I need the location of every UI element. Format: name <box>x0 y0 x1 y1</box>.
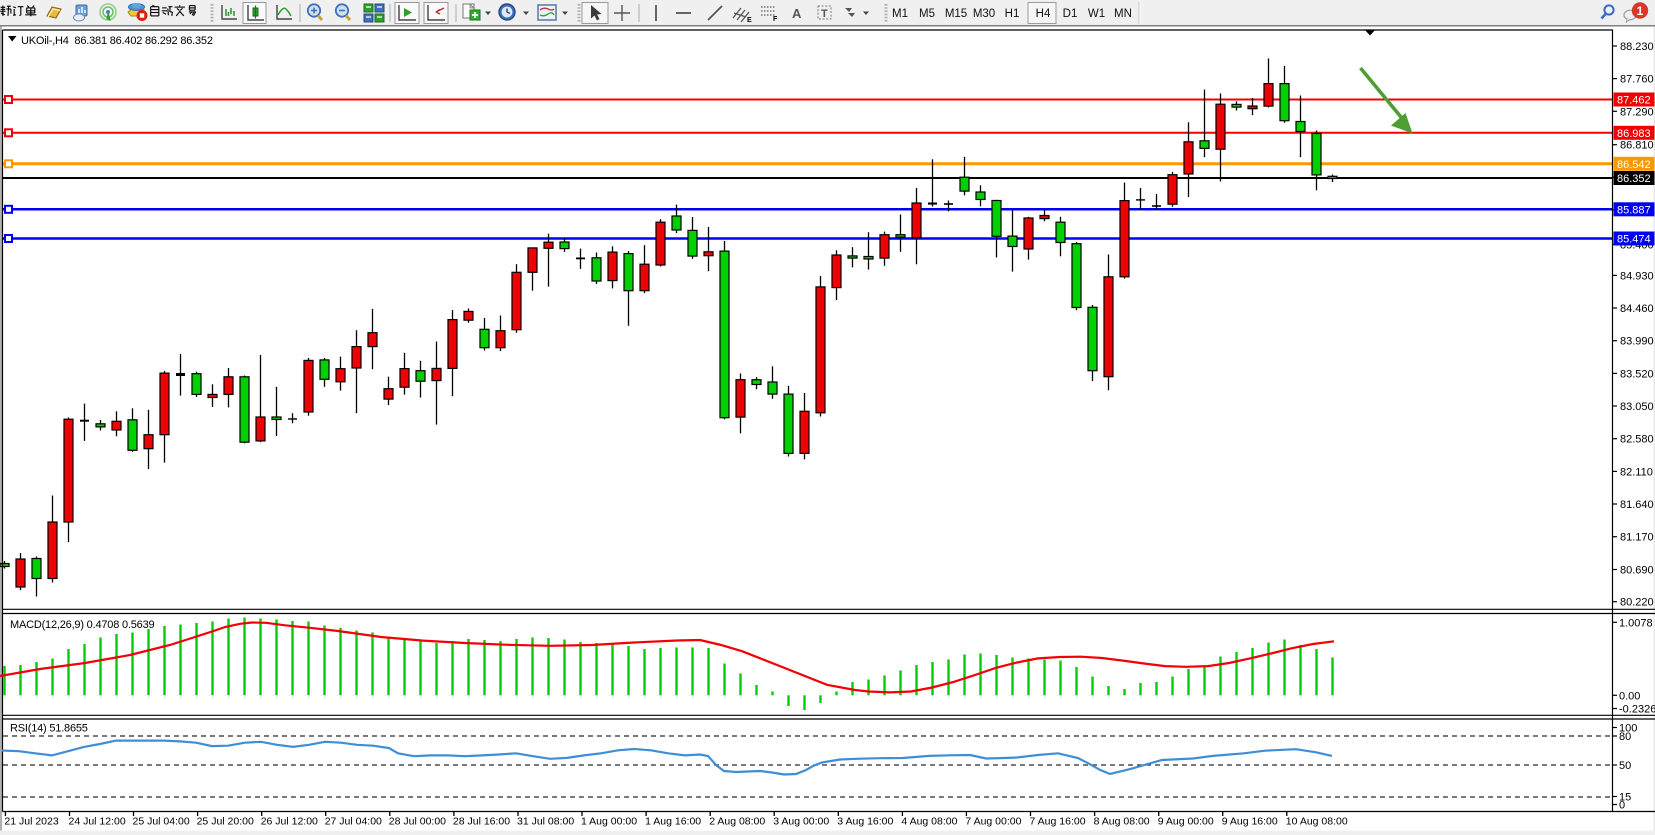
svg-text:83.990: 83.990 <box>1620 336 1654 348</box>
svg-text:83.520: 83.520 <box>1620 368 1654 380</box>
svg-text:85.474: 85.474 <box>1617 234 1651 246</box>
svg-text:4 Aug 08:00: 4 Aug 08:00 <box>901 816 957 828</box>
svg-text:81.640: 81.640 <box>1620 499 1654 511</box>
svg-text:F: F <box>773 16 778 23</box>
svg-text:A: A <box>792 6 802 21</box>
svg-text:MN: MN <box>1114 8 1132 20</box>
svg-text:27 Jul 04:00: 27 Jul 04:00 <box>325 816 382 828</box>
svg-text:88.230: 88.230 <box>1620 41 1654 53</box>
svg-text:26 Jul 12:00: 26 Jul 12:00 <box>261 816 318 828</box>
svg-text:T: T <box>821 8 828 20</box>
svg-text:RSI(14) 51.8655: RSI(14) 51.8655 <box>10 723 88 735</box>
svg-text:83.050: 83.050 <box>1620 401 1654 413</box>
svg-text:D1: D1 <box>1063 8 1078 20</box>
svg-text:MACD(12,26,9) 0.4708 0.5639: MACD(12,26,9) 0.4708 0.5639 <box>10 619 154 631</box>
svg-text:M1: M1 <box>892 8 908 20</box>
svg-text:2 Aug 08:00: 2 Aug 08:00 <box>709 816 765 828</box>
svg-text:87.462: 87.462 <box>1617 95 1651 107</box>
svg-text:82.580: 82.580 <box>1620 434 1654 446</box>
svg-text:82.110: 82.110 <box>1620 466 1653 478</box>
svg-text:86.352: 86.352 <box>1617 173 1651 185</box>
svg-text:85.887: 85.887 <box>1617 204 1651 216</box>
svg-text:28 Jul 16:00: 28 Jul 16:00 <box>453 816 510 828</box>
svg-text:80.690: 80.690 <box>1620 565 1654 577</box>
svg-text:W1: W1 <box>1088 8 1105 20</box>
svg-text:8 Aug 08:00: 8 Aug 08:00 <box>1094 816 1150 828</box>
svg-text:81.170: 81.170 <box>1620 532 1654 544</box>
svg-text:9 Aug 00:00: 9 Aug 00:00 <box>1158 816 1214 828</box>
svg-text:80.220: 80.220 <box>1620 597 1654 609</box>
svg-text:1: 1 <box>1637 4 1644 18</box>
svg-text:H4: H4 <box>1036 8 1051 20</box>
svg-text:24 Jul 12:00: 24 Jul 12:00 <box>69 816 126 828</box>
svg-text:84.460: 84.460 <box>1620 303 1654 315</box>
svg-text:84.930: 84.930 <box>1620 270 1654 282</box>
svg-text:E: E <box>747 17 752 24</box>
svg-text:87.290: 87.290 <box>1620 106 1654 118</box>
svg-text:7 Aug 16:00: 7 Aug 16:00 <box>1030 816 1086 828</box>
svg-text:10 Aug 08:00: 10 Aug 08:00 <box>1286 816 1348 828</box>
svg-text:M30: M30 <box>973 8 995 20</box>
svg-text:3 Aug 16:00: 3 Aug 16:00 <box>837 816 893 828</box>
svg-text:1.0078: 1.0078 <box>1619 617 1653 629</box>
svg-text:1 Aug 16:00: 1 Aug 16:00 <box>645 816 701 828</box>
svg-text:3 Aug 00:00: 3 Aug 00:00 <box>773 816 829 828</box>
svg-text:21 Jul 2023: 21 Jul 2023 <box>4 816 58 828</box>
svg-text:80: 80 <box>1619 731 1631 743</box>
svg-text:15: 15 <box>1619 792 1631 804</box>
svg-text:9 Aug 16:00: 9 Aug 16:00 <box>1222 816 1278 828</box>
svg-text:-0.2326: -0.2326 <box>1619 704 1655 716</box>
svg-text:86.983: 86.983 <box>1617 128 1651 140</box>
svg-text:M15: M15 <box>945 8 967 20</box>
svg-text:UKOil-,H4 86.381 86.402 86.29: UKOil-,H4 86.381 86.402 86.292 86.352 <box>21 35 213 47</box>
svg-text:50: 50 <box>1619 760 1631 772</box>
svg-text:86.542: 86.542 <box>1617 159 1651 171</box>
svg-text:0.00: 0.00 <box>1619 690 1640 702</box>
svg-text:25 Jul 20:00: 25 Jul 20:00 <box>197 816 254 828</box>
svg-text:M5: M5 <box>919 8 935 20</box>
svg-text:0: 0 <box>1619 800 1625 812</box>
svg-text:1 Aug 00:00: 1 Aug 00:00 <box>581 816 637 828</box>
svg-text:100: 100 <box>1619 723 1637 735</box>
svg-text:86.810: 86.810 <box>1620 140 1654 152</box>
svg-text:31 Jul 08:00: 31 Jul 08:00 <box>517 816 574 828</box>
svg-text:87.760: 87.760 <box>1620 74 1654 86</box>
svg-text:25 Jul 04:00: 25 Jul 04:00 <box>133 816 190 828</box>
svg-text:H1: H1 <box>1005 8 1020 20</box>
svg-text:7 Aug 00:00: 7 Aug 00:00 <box>965 816 1021 828</box>
svg-text:28 Jul 00:00: 28 Jul 00:00 <box>389 816 446 828</box>
